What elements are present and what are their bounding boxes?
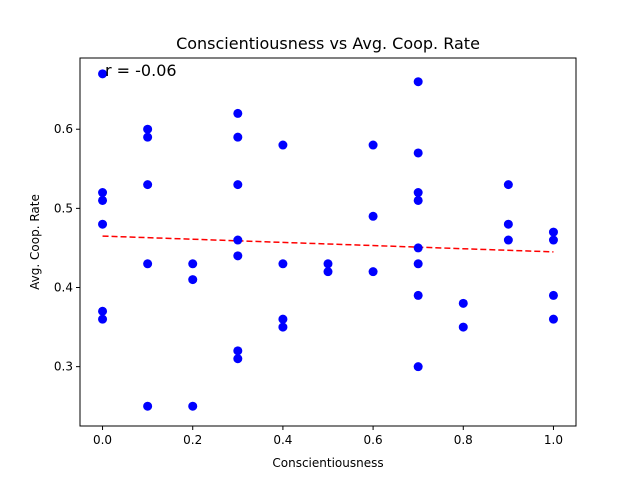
scatter-point <box>548 227 558 237</box>
correlation-annotation: r = -0.06 <box>105 61 177 80</box>
scatter-point <box>278 259 288 269</box>
scatter-point <box>503 180 513 190</box>
scatter-point <box>143 124 153 134</box>
scatter-point <box>233 235 243 245</box>
scatter-point <box>188 401 198 411</box>
scatter-point <box>278 140 288 150</box>
y-tick-label: 0.3 <box>54 360 73 374</box>
x-tick-label: 0.4 <box>273 433 292 447</box>
scatter-point <box>413 243 423 253</box>
scatter-point <box>413 290 423 300</box>
scatter-point <box>368 140 378 150</box>
scatter-point <box>323 267 333 277</box>
scatter-point <box>368 211 378 221</box>
scatter-point <box>98 188 108 198</box>
scatter-point <box>98 69 108 79</box>
scatter-point <box>98 306 108 316</box>
y-axis-label: Avg. Coop. Rate <box>28 194 42 290</box>
scatter-point <box>233 180 243 190</box>
scatter-point <box>278 314 288 324</box>
y-tick-label: 0.5 <box>54 201 73 215</box>
scatter-point <box>458 322 468 332</box>
scatter-point <box>548 290 558 300</box>
scatter-point <box>98 219 108 229</box>
axes-frame <box>79 57 577 427</box>
scatter-point <box>413 77 423 87</box>
scatter-point <box>143 180 153 190</box>
chart-title: Conscientiousness vs Avg. Coop. Rate <box>176 34 480 53</box>
trend-line <box>102 235 554 253</box>
scatter-points <box>98 69 558 411</box>
x-tick-label: 0.6 <box>364 433 383 447</box>
scatter-point <box>413 259 423 269</box>
y-tick-label: 0.6 <box>54 122 73 136</box>
scatter-point <box>278 322 288 332</box>
x-tick-label: 0.8 <box>454 433 473 447</box>
scatter-point <box>548 314 558 324</box>
scatter-point <box>413 148 423 158</box>
scatter-point <box>503 235 513 245</box>
scatter-point <box>233 108 243 118</box>
x-tick-label: 0.2 <box>183 433 202 447</box>
scatter-point <box>143 259 153 269</box>
scatter-point <box>413 195 423 205</box>
scatter-point <box>413 188 423 198</box>
scatter-point <box>98 195 108 205</box>
scatter-point <box>413 362 423 372</box>
scatter-point <box>233 346 243 356</box>
x-axis-label: Conscientiousness <box>272 456 383 470</box>
y-axis: 0.3 0.4 0.5 0.6 <box>54 122 80 374</box>
x-tick-label: 0.0 <box>93 433 112 447</box>
scatter-point <box>188 259 198 269</box>
scatter-point <box>233 132 243 142</box>
scatter-point <box>98 314 108 324</box>
scatter-point <box>143 132 153 142</box>
plot-area: 0.0 0.2 0.4 0.6 0.8 1.0 0.3 0.4 0.5 0.6 r = -0.0… <box>54 57 577 447</box>
scatter-point <box>368 267 378 277</box>
scatter-point <box>458 298 468 308</box>
scatter-point <box>143 401 153 411</box>
y-tick-label: 0.4 <box>54 281 73 295</box>
trendline-group <box>102 235 554 253</box>
x-tick-label: 1.0 <box>544 433 563 447</box>
scatter-point <box>548 235 558 245</box>
x-axis: 0.0 0.2 0.4 0.6 0.8 1.0 <box>93 426 563 447</box>
scatter-point <box>503 219 513 229</box>
scatter-point <box>323 259 333 269</box>
scatter-point <box>188 275 198 285</box>
scatter-point <box>233 251 243 261</box>
scatter-point <box>233 354 243 364</box>
